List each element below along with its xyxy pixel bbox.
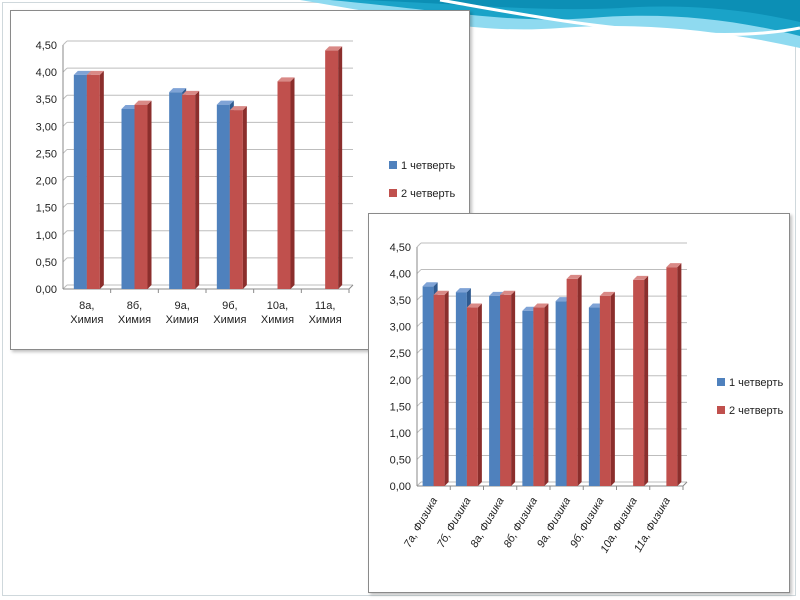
x-tick-label: 9б, Химия [213,300,246,326]
gridline-side [62,230,68,236]
bar-2 [599,291,615,486]
bar-2 [86,70,104,289]
gridline-side [416,375,422,381]
gridline-side [416,455,422,460]
legend-swatch [717,406,725,414]
legend-label: 1 четверть [401,160,455,172]
y-tick-label: 0,00 [390,481,411,493]
gridline-side [62,257,68,263]
gridline-side [62,40,68,46]
x-tick-label: 9а, Физика [535,496,573,550]
bar-2 [325,46,343,289]
gridline-side [416,322,422,328]
y-tick-label: 1,00 [36,230,57,242]
x-tick-label: 8б, Химия [118,300,151,326]
y-tick-label: 2,50 [390,348,411,360]
x-tick-label: 8а, Химия [70,300,103,326]
bar-2 [229,106,247,289]
gridline-side [62,149,68,154]
x-tick-label: 9б, Физика [568,496,606,550]
legend-swatch [717,378,725,386]
y-tick-label: 3,50 [390,295,411,307]
bar-2 [277,77,295,289]
x-tick-label: 7б, Физика [435,496,473,550]
y-tick-label: 0,00 [36,284,57,296]
chemistry-chart: 0,00 0,50 1,00 1,50 2,00 2,50 3,00 3,50 4,00 4,50… [36,40,456,326]
y-tick-label: 1,50 [390,401,411,413]
x-tick-label: 7а, Физика [402,496,440,550]
gridline-side [62,176,68,181]
x-tick-label: 11а, Химия [309,300,342,326]
physics-chart: 0,00 0,50 1,00 1,50 2,00 2,50 3,00 3,50 4,00 4,50… [390,242,784,555]
gridline-side [62,284,68,290]
gridline-side [62,67,68,73]
bar-2 [566,274,582,486]
gridline-side [416,428,422,434]
x-tick-label: 9а, Химия [166,300,199,326]
gridline-side [416,481,422,487]
y-tick-label: 4,00 [36,67,57,79]
gridline-side [416,348,422,354]
y-tick-label: 4,00 [390,269,411,281]
bar-2 [633,275,649,486]
y-tick-label: 3,00 [36,121,57,133]
gridline-side [62,94,68,100]
legend-label: 1 четверть [729,377,783,389]
y-tick-label: 1,50 [36,203,57,215]
x-tick-label: 8а, Физика [468,496,506,550]
gridline-side [416,401,422,407]
y-tick-label: 3,00 [390,322,411,334]
legend-label: 2 четверть [729,405,783,417]
y-tick-label: 0,50 [390,454,411,466]
bar-2 [666,263,682,486]
y-tick-label: 4,50 [390,242,411,254]
y-tick-label: 0,50 [36,257,57,269]
x-tick-label: 11а, Физика [632,496,673,555]
bar-2 [466,303,482,486]
floor-edge [348,284,354,290]
gridline-side [416,242,422,248]
chemistry-chart-card: 0,00 0,50 1,00 1,50 2,00 2,50 3,00 3,50 4,00 4,50… [10,10,470,350]
bar-2 [134,100,152,290]
gridline-side [416,295,422,301]
gridline-side [62,121,68,127]
bar-2 [182,90,200,289]
y-tick-label: 1,00 [390,428,411,440]
floor-edge [682,481,688,487]
y-tick-label: 2,00 [390,375,411,387]
y-tick-label: 4,50 [36,40,57,52]
legend-swatch [389,161,397,169]
x-tick-label: 8б, Физика [502,496,540,550]
x-tick-label: 10а, Химия [261,300,294,326]
legend-label: 2 четверть [401,188,455,200]
legend-swatch [389,189,397,197]
bar-2 [433,290,449,486]
gridline-side [62,203,68,209]
bar-2 [533,303,549,486]
bar-2 [500,290,516,486]
gridline-side [416,269,422,274]
y-tick-label: 2,00 [36,176,57,188]
y-tick-label: 3,50 [36,94,57,106]
y-tick-label: 2,50 [36,148,57,160]
physics-chart-card: 0,00 0,50 1,00 1,50 2,00 2,50 3,00 3,50 4,00 4,50… [368,213,790,593]
